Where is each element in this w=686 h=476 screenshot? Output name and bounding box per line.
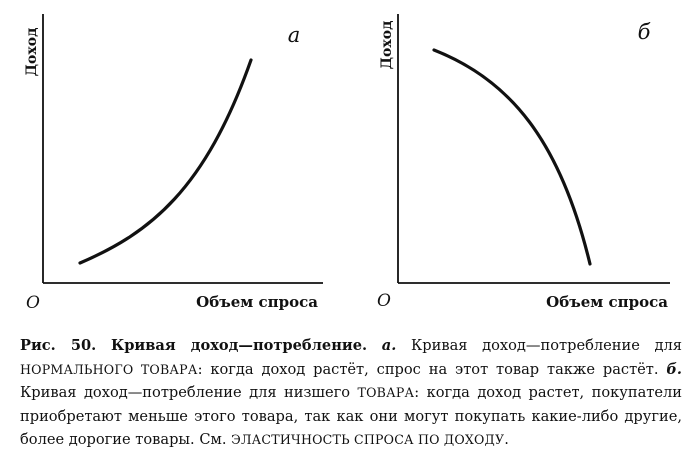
panel-a-curve: [78, 58, 253, 265]
figure-graphs: Доход а O Объем спроса Доход б O Объем с…: [24, 14, 670, 313]
caption-mark-b: б.: [666, 360, 683, 378]
panel-b-x-label: Объем спроса: [546, 293, 668, 311]
panel-a-y-label: Доход: [24, 28, 40, 77]
panel-a-x-label: Объем спроса: [196, 293, 318, 311]
panel-a-origin: O: [26, 293, 40, 313]
caption-fig-title: Кривая доход—потребление.: [110, 337, 368, 354]
panel-b-letter: б: [638, 20, 651, 44]
caption-inferior-good-term: ТОВАРА: [357, 385, 415, 400]
caption-mark-a: а.: [381, 337, 397, 354]
figure-caption: Рис. 50. Кривая доход—потребление. а. Кр…: [20, 334, 682, 452]
panel-b-y-label: Доход: [379, 21, 395, 70]
caption-text-2: : когда доход растёт, спрос на этот това…: [197, 360, 659, 378]
panel-b-origin: O: [377, 291, 391, 311]
caption-text-5: .: [504, 431, 509, 448]
panel-b-curve: [432, 48, 592, 266]
panel-b: Доход б O Объем спроса: [377, 14, 670, 311]
caption-text-4: : когда доход растет, покупатели приобре…: [20, 384, 682, 448]
caption-text-3: Кривая доход—потребление для низшего: [20, 384, 358, 401]
caption-normal-good-term: НОРМАЛЬНОГО ТОВАРА: [20, 361, 198, 377]
caption-text-1: Кривая доход—потребление для: [410, 337, 682, 354]
panel-a: Доход а O Объем спроса: [24, 14, 323, 313]
caption-elasticity-reference: ЭЛАСТИЧНОСТЬ СПРОСА ПО ДОХОДУ: [231, 432, 505, 447]
caption-fig-number: Рис. 50.: [20, 337, 97, 354]
panel-a-letter: а: [288, 23, 301, 47]
